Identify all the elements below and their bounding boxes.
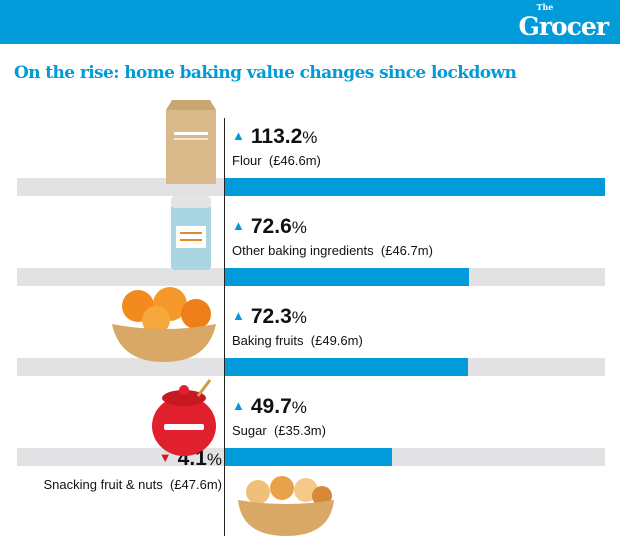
zero-axis bbox=[224, 118, 225, 536]
up-triangle-icon: ▲ bbox=[232, 398, 245, 413]
chart-title: On the rise: home baking value changes s… bbox=[14, 63, 517, 83]
header-bar: The Grocer bbox=[0, 0, 620, 44]
sales-value: (£49.6m) bbox=[310, 333, 363, 348]
baking-powder-tin-icon bbox=[171, 196, 211, 270]
percent-sign: % bbox=[206, 450, 222, 469]
up-triangle-icon: ▲ bbox=[232, 308, 245, 323]
up-triangle-icon: ▲ bbox=[232, 128, 245, 143]
percent-sign: % bbox=[291, 398, 307, 417]
category-name: Sugar bbox=[232, 423, 267, 438]
snacking-nuts-bowl-icon bbox=[238, 476, 334, 536]
value-label: ▲ 49.7% bbox=[232, 394, 307, 420]
sales-value: (£47.6m) bbox=[169, 477, 222, 492]
category-label: Other baking ingredients (£46.7m) bbox=[232, 243, 433, 259]
bar-other-baking-ingredients bbox=[225, 268, 469, 286]
percent-sign: % bbox=[291, 308, 307, 327]
value-label: ▲ 113.2% bbox=[232, 124, 317, 150]
the-grocer-logo: The Grocer bbox=[518, 3, 609, 41]
category-label: Snacking fruit & nuts (£47.6m) bbox=[44, 477, 223, 493]
category-name: Other baking ingredients bbox=[232, 243, 374, 258]
bar-flour bbox=[225, 178, 605, 196]
percent-sign: % bbox=[291, 218, 307, 237]
up-triangle-icon: ▲ bbox=[232, 218, 245, 233]
bar-baking-fruits bbox=[225, 358, 468, 376]
value-number: 113.2 bbox=[250, 125, 303, 148]
category-name: Flour bbox=[232, 153, 262, 168]
value-label: ▼ 4.1% bbox=[159, 446, 222, 472]
logo-text: Grocer bbox=[518, 12, 609, 41]
percent-sign: % bbox=[302, 128, 318, 147]
down-triangle-icon: ▼ bbox=[158, 450, 172, 465]
value-number: 49.7 bbox=[250, 395, 292, 418]
category-name: Baking fruits bbox=[232, 333, 304, 348]
category-name: Snacking fruit & nuts bbox=[43, 477, 163, 492]
baking-fruits-bowl-icon bbox=[112, 287, 216, 362]
value-number: 72.3 bbox=[250, 305, 292, 328]
flour-bag-icon bbox=[166, 100, 216, 184]
sales-value: (£46.6m) bbox=[268, 153, 321, 168]
logo-small: The bbox=[536, 2, 554, 12]
value-label: ▲ 72.6% bbox=[232, 214, 307, 240]
sugar-bowl-icon bbox=[152, 379, 216, 456]
category-label: Baking fruits (£49.6m) bbox=[232, 333, 363, 349]
value-number: 72.6 bbox=[250, 215, 292, 238]
sales-value: (£35.3m) bbox=[273, 423, 326, 438]
sales-value: (£46.7m) bbox=[380, 243, 433, 258]
value-label: ▲ 72.3% bbox=[232, 304, 307, 330]
category-label: Flour (£46.6m) bbox=[232, 153, 321, 169]
category-label: Sugar (£35.3m) bbox=[232, 423, 326, 439]
bar-sugar bbox=[225, 448, 392, 466]
